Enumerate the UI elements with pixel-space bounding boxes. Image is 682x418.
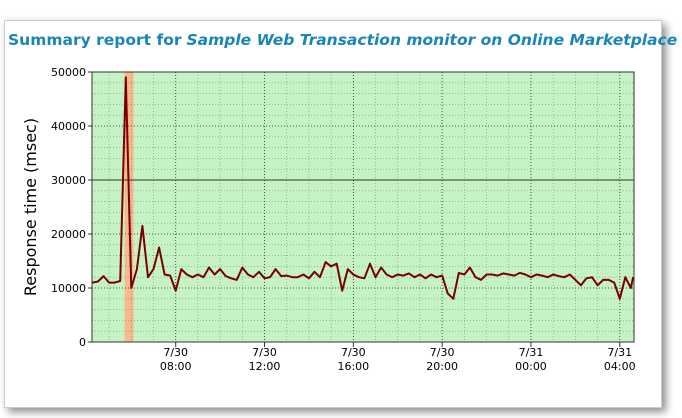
x-tick-label: 7/30 08:00 <box>159 346 192 373</box>
y-tick-label: 40000 <box>51 120 86 133</box>
plot-background <box>92 72 634 342</box>
y-tick-label: 50000 <box>51 66 86 79</box>
y-tick-label: 20000 <box>51 228 86 241</box>
y-tick-label: 10000 <box>51 282 86 295</box>
y-tick-label: 0 <box>79 336 86 349</box>
plot-frame <box>91 71 635 343</box>
y-tick-label: 30000 <box>51 174 86 187</box>
title-prefix: Summary report for <box>8 31 182 49</box>
x-tick-label: 7/31 00:00 <box>515 346 547 373</box>
report-title: Summary report for Sample Web Transaction… <box>8 31 677 49</box>
x-tick-label: 7/31 04:00 <box>603 346 636 373</box>
response-time-line <box>92 76 635 300</box>
x-tick-label: 7/30 12:00 <box>248 346 281 373</box>
title-subject: Sample Web Transaction monitor on Online… <box>186 31 678 49</box>
x-tick-label: 7/30 16:00 <box>337 346 370 373</box>
x-tick-label: 7/30 20:00 <box>426 346 458 373</box>
y-axis-label: Response time (msec) <box>21 118 40 296</box>
